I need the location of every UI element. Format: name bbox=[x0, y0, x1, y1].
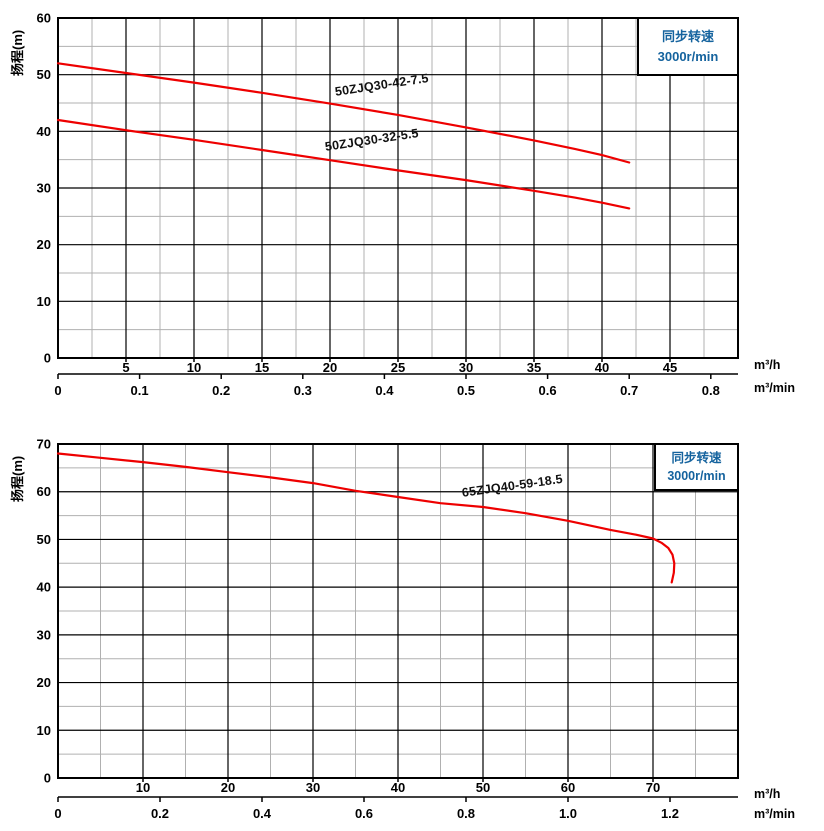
secondary-x-tick-label: 0.6 bbox=[539, 383, 557, 398]
y-axis-ticks: 0 10 20 30 40 50 60 bbox=[37, 11, 51, 366]
x-unit-m3h: m³/h bbox=[754, 787, 780, 801]
x-tick-label: 70 bbox=[646, 780, 660, 795]
x-unit-m3h: m³/h bbox=[754, 358, 780, 372]
secondary-x-tick-label: 0.3 bbox=[294, 383, 312, 398]
x-tick-label: 25 bbox=[391, 360, 405, 375]
y-tick-label: 10 bbox=[37, 723, 51, 738]
secondary-x-tick-label: 0.8 bbox=[457, 806, 475, 821]
secondary-x-axis: 0 0.2 0.4 0.6 0.8 1.0 1.2 bbox=[54, 796, 738, 821]
y-tick-label: 30 bbox=[37, 181, 51, 196]
y-tick-label: 30 bbox=[37, 627, 51, 642]
x-tick-label: 40 bbox=[391, 780, 405, 795]
x-tick-label: 15 bbox=[255, 360, 269, 375]
secondary-x-tick-label: 0.8 bbox=[702, 383, 720, 398]
y-axis-ticks: 0 10 20 30 40 50 60 70 bbox=[37, 437, 51, 786]
secondary-x-tick-label: 0.2 bbox=[151, 806, 169, 821]
sync-speed-text: 同步转速 bbox=[671, 450, 722, 465]
major-gridlines bbox=[58, 18, 738, 358]
x-tick-label: 20 bbox=[221, 780, 235, 795]
x-tick-label: 60 bbox=[561, 780, 575, 795]
x-tick-label: 40 bbox=[595, 360, 609, 375]
secondary-x-tick-label: 0.5 bbox=[457, 383, 475, 398]
secondary-x-tick-label: 1.0 bbox=[559, 806, 577, 821]
secondary-x-tick-label: 0 bbox=[54, 383, 61, 398]
y-tick-label: 20 bbox=[37, 237, 51, 252]
x-axis-ticks: 10 20 30 40 50 60 70 bbox=[136, 778, 660, 795]
secondary-x-tick-label: 0.4 bbox=[375, 383, 394, 398]
y-axis-title: 扬程(m) bbox=[10, 456, 25, 502]
secondary-x-axis: 0 0.1 0.2 0.3 0.4 0.5 0.6 0.7 0.8 bbox=[54, 373, 738, 398]
x-tick-label: 10 bbox=[136, 780, 150, 795]
pump-curve-65ZJQ40-59-18.5 bbox=[56, 452, 676, 584]
y-tick-label: 60 bbox=[37, 484, 51, 499]
x-tick-label: 45 bbox=[663, 360, 677, 375]
secondary-x-tick-label: 0.2 bbox=[212, 383, 230, 398]
y-tick-label: 50 bbox=[37, 67, 51, 82]
y-tick-label: 70 bbox=[37, 437, 51, 452]
pump-curve-50ZJQ30-32-5.5 bbox=[56, 118, 631, 210]
y-tick-label: 0 bbox=[44, 351, 51, 366]
y-tick-label: 50 bbox=[37, 532, 51, 547]
x-tick-label: 50 bbox=[476, 780, 490, 795]
y-tick-label: 0 bbox=[44, 771, 51, 786]
sync-speed-text: 同步转速 bbox=[661, 29, 714, 44]
x-tick-label: 30 bbox=[306, 780, 320, 795]
sync-speed-rpm: 3000r/min bbox=[657, 48, 719, 64]
x-tick-label: 20 bbox=[323, 360, 337, 375]
x-tick-label: 10 bbox=[187, 360, 201, 375]
y-tick-label: 60 bbox=[37, 11, 51, 26]
x-axis-ticks: 5 10 15 20 25 30 35 40 45 bbox=[122, 358, 677, 375]
secondary-x-tick-label: 1.2 bbox=[661, 806, 679, 821]
y-tick-label: 40 bbox=[37, 580, 51, 595]
secondary-x-tick-label: 0.4 bbox=[253, 806, 272, 821]
y-tick-label: 10 bbox=[37, 294, 51, 309]
x-tick-label: 30 bbox=[459, 360, 473, 375]
pump-curve-50ZJQ30-42-7.5 bbox=[56, 62, 631, 164]
secondary-x-tick-label: 0.1 bbox=[131, 383, 149, 398]
x-tick-label: 5 bbox=[122, 360, 129, 375]
secondary-x-tick-label: 0.7 bbox=[620, 383, 638, 398]
x-tick-label: 35 bbox=[527, 360, 541, 375]
chart-1: 5 10 15 20 25 30 35 40 45 0 10 20 30 40 50 60 0 0.1 0.2 0.3… bbox=[10, 11, 795, 399]
sync-speed-box-chart2: 同步转速 3000r/min bbox=[654, 443, 739, 491]
x-unit-m3min: m³/min bbox=[754, 807, 795, 821]
secondary-x-tick-label: 0 bbox=[54, 806, 61, 821]
y-tick-label: 40 bbox=[37, 124, 51, 139]
sync-speed-rpm: 3000r/min bbox=[667, 469, 726, 483]
sync-speed-box-chart1: 同步转速 3000r/min bbox=[637, 17, 739, 76]
x-unit-m3min: m³/min bbox=[754, 381, 795, 395]
major-gridlines bbox=[58, 444, 738, 778]
secondary-x-tick-label: 0.6 bbox=[355, 806, 373, 821]
y-axis-title: 扬程(m) bbox=[10, 30, 25, 76]
y-tick-label: 20 bbox=[37, 675, 51, 690]
